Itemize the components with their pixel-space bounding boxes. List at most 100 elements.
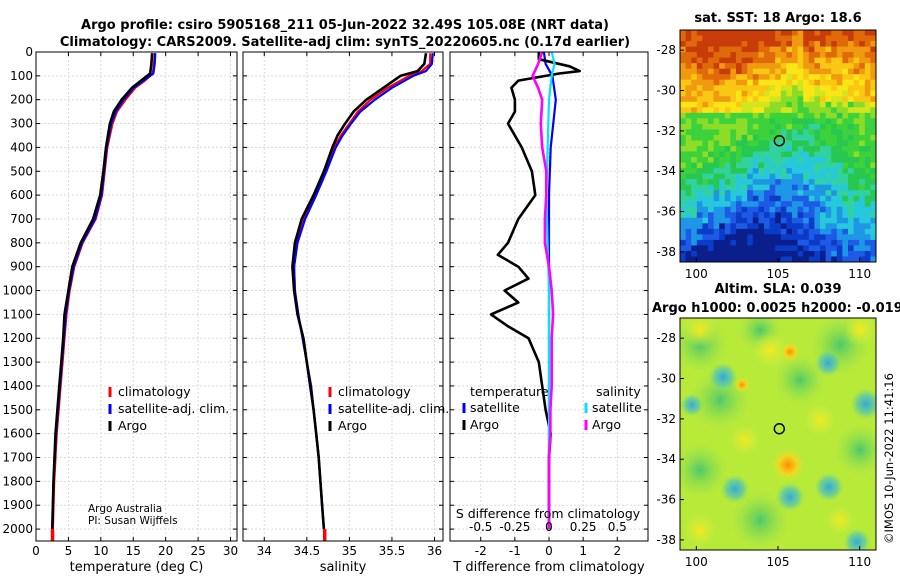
y-tick-label: 1300 bbox=[2, 355, 33, 369]
map-y-tick-label: -30 bbox=[656, 84, 676, 98]
s-diff-tick-label: 0 bbox=[545, 520, 553, 534]
series-s-satellite bbox=[545, 51, 556, 530]
s-diff-tick-label: 0.25 bbox=[570, 520, 597, 534]
x-axis-label: salinity bbox=[320, 560, 367, 575]
diff-top-axis-label: S difference from climatology bbox=[456, 506, 641, 521]
y-tick-label: 300 bbox=[10, 117, 33, 131]
sla-map: Altim. SLA: 0.039 Argo h1000: 0.0025 h20… bbox=[652, 282, 900, 569]
y-tick-label: 2000 bbox=[2, 522, 33, 536]
y-tick-label: 1800 bbox=[2, 474, 33, 488]
x-tick-label: 30 bbox=[223, 544, 238, 558]
map-y-tick-label: -32 bbox=[656, 412, 676, 426]
x-tick-label: 0 bbox=[32, 544, 40, 558]
map-x-tick-label: 110 bbox=[848, 267, 871, 281]
y-tick-label: 200 bbox=[10, 93, 33, 107]
map-x-tick-label: 110 bbox=[848, 555, 871, 569]
legend-label: satellite-adj. clim. bbox=[338, 401, 449, 416]
map-y-tick-label: -38 bbox=[656, 245, 676, 259]
map-y-tick-label: -34 bbox=[656, 164, 676, 178]
salinity-profile-plot: 34 34.5 35 35.5 36 salinity climatology satelli… bbox=[242, 51, 449, 575]
y-tick-label: 700 bbox=[10, 212, 33, 226]
map-y-tick-label: -28 bbox=[656, 331, 676, 345]
legend-label: satellite bbox=[470, 400, 520, 415]
legend-label: Argo bbox=[470, 417, 499, 432]
y-tick-label: 1700 bbox=[2, 451, 33, 465]
y-tick-label: 1500 bbox=[2, 403, 33, 417]
x-tick-label: 35.5 bbox=[379, 544, 406, 558]
y-tick-label: 500 bbox=[10, 164, 33, 178]
annotation-line-1: Argo Australia bbox=[88, 503, 162, 515]
series-s-argo bbox=[531, 51, 555, 530]
y-tick-label: 1400 bbox=[2, 379, 33, 393]
map-y-tick-label: -36 bbox=[656, 493, 676, 507]
map-y-tick-label: -36 bbox=[656, 205, 676, 219]
x-tick-label: 35 bbox=[342, 544, 357, 558]
sst-map-title: sat. SST: 18 Argo: 18.6 bbox=[694, 11, 861, 26]
legend-label: Argo bbox=[118, 418, 147, 433]
series-argo bbox=[291, 52, 428, 530]
x-tick-label: 34 bbox=[257, 544, 272, 558]
x-axis-label: T difference from climatology bbox=[452, 560, 645, 575]
argo-location-marker bbox=[773, 135, 786, 147]
x-tick-label: 15 bbox=[126, 544, 141, 558]
x-axis-label: temperature (deg C) bbox=[70, 560, 204, 575]
legend-label: satellite-adj. clim. bbox=[118, 401, 229, 416]
x-tick-label: 25 bbox=[190, 544, 205, 558]
map-y-tick-label: -32 bbox=[656, 124, 676, 138]
map-y-tick-label: -28 bbox=[656, 43, 676, 57]
map-y-tick-label: -38 bbox=[656, 533, 676, 547]
map-x-tick-label: 100 bbox=[685, 267, 708, 281]
s-diff-tick-label: -0.5 bbox=[469, 520, 492, 534]
y-tick-label: 600 bbox=[10, 188, 33, 202]
temperature-profile-plot: 0 5 10 15 20 25 300100200300400500600700800900… bbox=[2, 45, 238, 575]
s-diff-tick-label: -0.25 bbox=[499, 520, 530, 534]
x-tick-label: -1 bbox=[509, 544, 521, 558]
axes-box bbox=[35, 51, 238, 542]
x-tick-label: 20 bbox=[158, 544, 173, 558]
x-tick-label: 10 bbox=[93, 544, 108, 558]
diff-legend-salinity-title: salinity bbox=[596, 384, 641, 399]
series-argo bbox=[50, 53, 154, 530]
x-tick-label: -2 bbox=[475, 544, 487, 558]
x-tick-label: 34.5 bbox=[293, 544, 320, 558]
axes-box bbox=[242, 51, 444, 542]
x-tick-label: 2 bbox=[613, 544, 621, 558]
x-tick-label: 1 bbox=[579, 544, 587, 558]
y-tick-label: 100 bbox=[10, 69, 33, 83]
y-tick-label: 800 bbox=[10, 236, 33, 250]
series-climatology bbox=[293, 53, 432, 542]
y-tick-label: 1000 bbox=[2, 284, 33, 298]
difference-profile-plot: -2 -1 0 1 2 T difference from climatology sate… bbox=[449, 51, 649, 575]
diff-legend-temperature-title: temperature bbox=[470, 384, 549, 399]
annotation-line-2: PI: Susan Wijffels bbox=[88, 515, 178, 527]
legend-label: Argo bbox=[338, 418, 367, 433]
map-x-tick-label: 100 bbox=[685, 555, 708, 569]
s-diff-tick-label: 0.5 bbox=[608, 520, 627, 534]
legend-label: climatology bbox=[118, 384, 191, 399]
sla-map-subtitle: Argo h1000: 0.0025 h2000: -0.019 bbox=[652, 301, 900, 316]
map-x-tick-label: 105 bbox=[767, 267, 790, 281]
y-tick-label: 1900 bbox=[2, 498, 33, 512]
map-y-tick-label: -34 bbox=[656, 452, 676, 466]
y-tick-label: 900 bbox=[10, 260, 33, 274]
legend-label: climatology bbox=[338, 384, 411, 399]
x-tick-label: 0 bbox=[545, 544, 553, 558]
y-tick-label: 1200 bbox=[2, 331, 33, 345]
imos-credit: ©IMOS 10-Jun-2022 11:41:16 bbox=[882, 373, 896, 544]
argo-location-marker bbox=[773, 423, 786, 435]
x-tick-label: 36 bbox=[427, 544, 442, 558]
y-tick-label: 0 bbox=[25, 45, 33, 59]
y-tick-label: 400 bbox=[10, 140, 33, 154]
y-tick-label: 1600 bbox=[2, 427, 33, 441]
legend-label: Argo bbox=[592, 417, 621, 432]
sla-map-title: Altim. SLA: 0.039 bbox=[715, 282, 842, 297]
title-line-2: Climatology: CARS2009. Satellite-adj cli… bbox=[60, 35, 630, 50]
legend-label: satellite bbox=[592, 400, 642, 415]
sst-map: sat. SST: 18 Argo: 18.6 100 105 110 -28 -30 -… bbox=[656, 11, 877, 281]
y-tick-label: 1100 bbox=[2, 307, 33, 321]
title-line-1: Argo profile: csiro 5905168_211 05-Jun-2… bbox=[81, 18, 609, 33]
map-y-tick-label: -30 bbox=[656, 372, 676, 386]
x-tick-label: 5 bbox=[65, 544, 73, 558]
map-x-tick-label: 105 bbox=[767, 555, 790, 569]
